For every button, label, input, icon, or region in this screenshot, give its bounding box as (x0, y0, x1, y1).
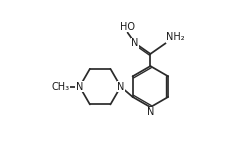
Text: N: N (132, 38, 139, 48)
Text: N: N (147, 107, 154, 117)
Text: N: N (76, 82, 83, 92)
Text: NH₂: NH₂ (166, 33, 185, 42)
Text: HO: HO (120, 22, 135, 32)
Text: N: N (117, 82, 124, 92)
Text: CH₃: CH₃ (52, 82, 70, 92)
